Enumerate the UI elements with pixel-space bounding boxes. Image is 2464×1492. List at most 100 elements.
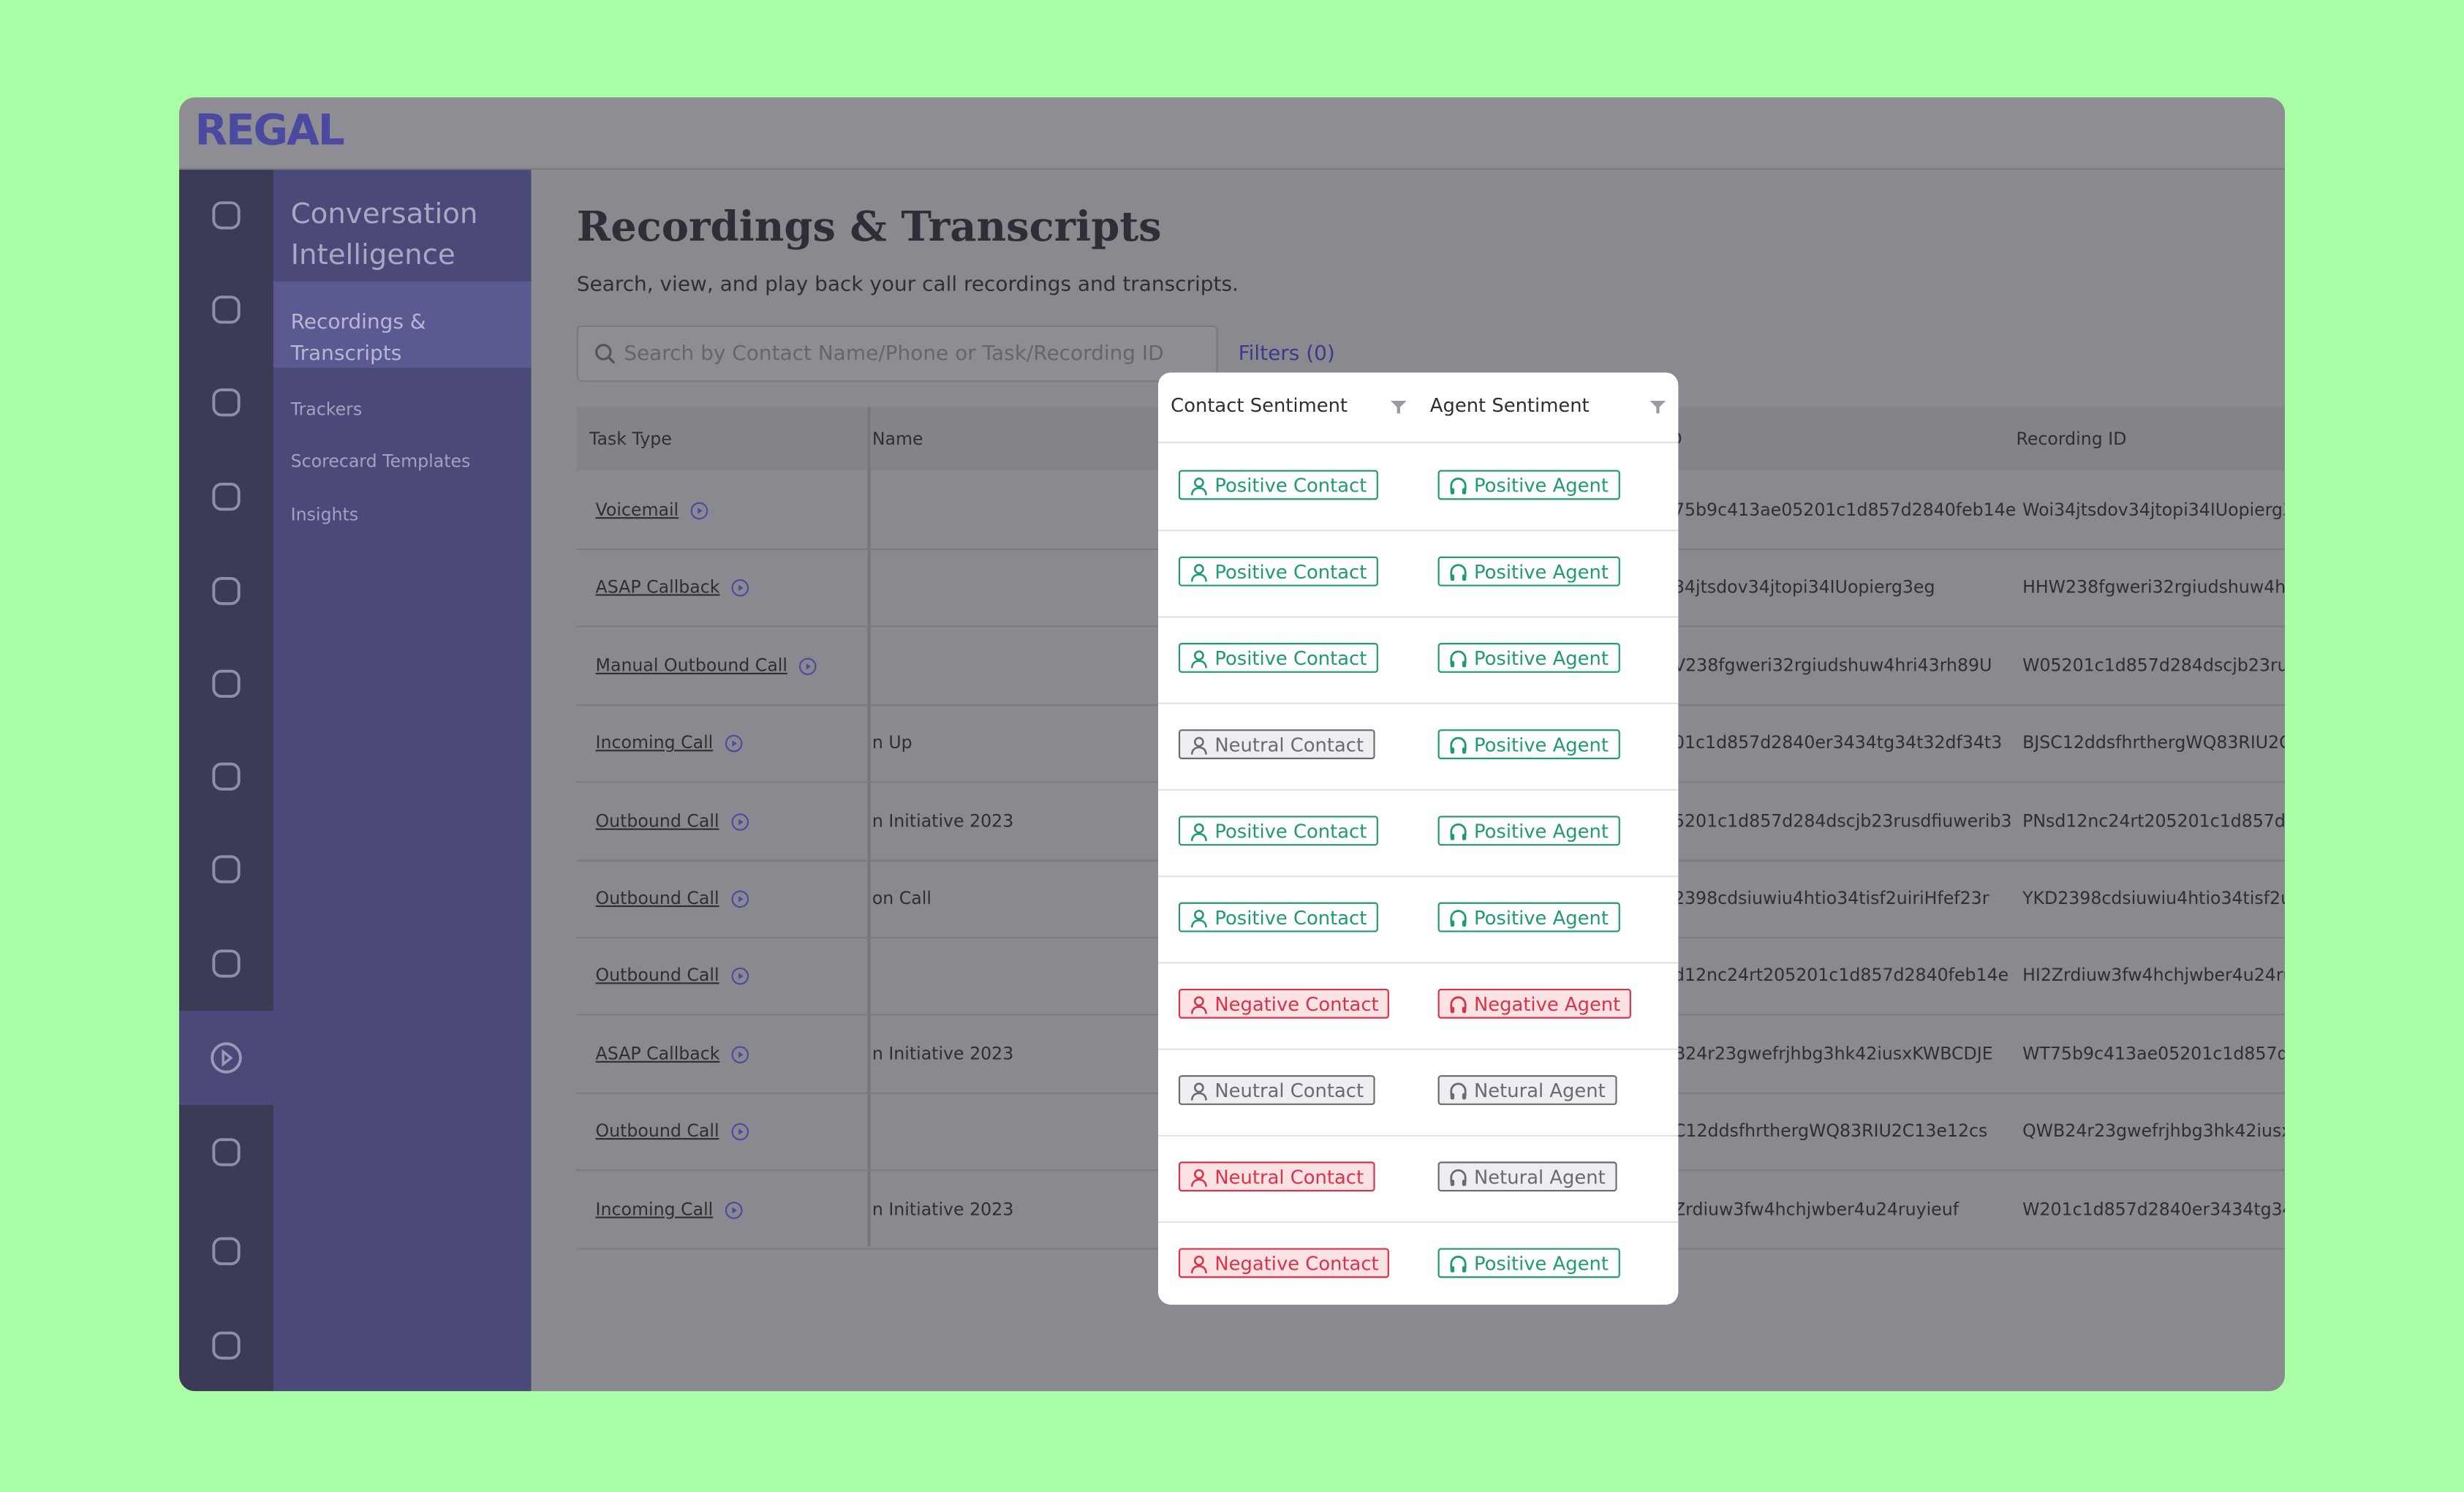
- agent-sentiment-badge: Positive Agent: [1437, 1248, 1620, 1278]
- contact-sentiment-badge: Neutral Contact: [1178, 1161, 1375, 1192]
- rail-icon[interactable]: [209, 946, 243, 981]
- task-link[interactable]: Outbound Call: [596, 1121, 749, 1142]
- task-link[interactable]: Outbound Call: [596, 965, 749, 986]
- task-link[interactable]: Incoming Call: [596, 733, 742, 753]
- rail-icon[interactable]: [209, 573, 243, 608]
- task-link[interactable]: Incoming Call: [596, 1199, 742, 1219]
- popup-row-rule: [1157, 616, 1679, 618]
- search-placeholder: Search by Contact Name/Phone or Task/Rec…: [624, 342, 1164, 366]
- id-cell: B24r23gwefrjhbg3hk42iusxKWBCDJE: [1673, 1043, 1993, 1064]
- contact-sentiment-badge: Positive Contact: [1178, 556, 1378, 587]
- icon-rail: [179, 170, 273, 1392]
- rail-icon[interactable]: [209, 1234, 243, 1268]
- popup-row-rule: [1157, 1134, 1679, 1137]
- nav-item[interactable]: Recordings & Transcripts: [290, 311, 426, 366]
- recording-id-cell: YKD2398cdsiuwiu4htio34tisf2uiri: [2022, 888, 2285, 909]
- agent-sentiment-badge: Netural Agent: [1437, 1075, 1617, 1105]
- popup-row-rule: [1157, 530, 1679, 532]
- agent-icon: [1450, 1169, 1467, 1186]
- page-title: Recordings & Transcripts: [576, 204, 1162, 252]
- recording-id-cell: PNsd12nc24rt205201c1d857d28: [2022, 810, 2285, 832]
- popup-row-rule: [1157, 1221, 1679, 1224]
- sentiment-popup: Contact Sentiment Agent Sentiment Positive…: [1157, 372, 1679, 1305]
- popup-row-rule: [1157, 1048, 1679, 1050]
- rail-icon[interactable]: [209, 198, 243, 233]
- column-divider: [867, 407, 871, 1247]
- agent-sentiment-badge: Negative Agent: [1437, 988, 1632, 1019]
- popup-row-rule: [1157, 875, 1679, 878]
- agent-icon: [1450, 823, 1467, 840]
- play-icon[interactable]: [730, 579, 749, 598]
- play-icon[interactable]: [724, 1200, 743, 1219]
- rail-icon[interactable]: [209, 852, 243, 886]
- id-cell: C12ddsfhrthergWQ83RIU2C13e12cs: [1673, 1120, 1988, 1142]
- play-icon[interactable]: [724, 734, 743, 753]
- logo: REGAL: [194, 107, 345, 156]
- recording-id-cell: BJSC12ddsfhrthergWQ83RIU2C1: [2022, 732, 2285, 753]
- play-icon[interactable]: [689, 502, 708, 521]
- recording-id-cell: W05201c1d857d284dscjb23rusd: [2022, 655, 2285, 676]
- search-icon: [595, 344, 616, 364]
- play-icon[interactable]: [730, 1123, 749, 1142]
- task-link[interactable]: Outbound Call: [596, 888, 749, 908]
- rail-icon[interactable]: [209, 1328, 243, 1363]
- rail-icon[interactable]: [209, 1041, 243, 1075]
- rail-icon[interactable]: [209, 666, 243, 701]
- contact-icon: [1190, 1255, 1207, 1273]
- play-icon[interactable]: [730, 889, 749, 908]
- recording-id-cell: HHW238fgweri32rgiudshuw4hri4: [2022, 577, 2285, 598]
- popup-column-header: Contact Sentiment: [1171, 394, 1348, 417]
- filters-button[interactable]: Filters (0): [1238, 342, 1335, 366]
- task-link[interactable]: ASAP Callback: [596, 1044, 749, 1064]
- contact-sentiment-badge: Negative Contact: [1178, 988, 1390, 1019]
- contact-icon: [1190, 1169, 1207, 1187]
- nav-item[interactable]: Trackers: [290, 399, 363, 420]
- filter-icon[interactable]: [1391, 399, 1407, 415]
- agent-sentiment-badge: Netural Agent: [1437, 1161, 1617, 1192]
- rail-icon[interactable]: [209, 480, 243, 514]
- column-header: Name: [872, 429, 923, 450]
- rail-icon[interactable]: [209, 759, 243, 794]
- agent-sentiment-badge: Positive Agent: [1437, 729, 1620, 760]
- task-link[interactable]: Voicemail: [596, 500, 708, 520]
- contact-sentiment-badge: Negative Contact: [1178, 1248, 1390, 1278]
- nav-item[interactable]: Insights: [290, 504, 359, 525]
- search-box[interactable]: Search by Contact Name/Phone or Task/Rec…: [576, 325, 1218, 383]
- id-cell: 75b9c413ae05201c1d857d2840feb14e: [1673, 500, 2017, 521]
- contact-icon: [1190, 909, 1207, 928]
- rail-icon[interactable]: [209, 385, 243, 420]
- agent-sentiment-badge: Positive Agent: [1437, 470, 1620, 500]
- agent-icon: [1450, 478, 1467, 494]
- task-link[interactable]: ASAP Callback: [596, 578, 749, 598]
- rail-icon[interactable]: [209, 1135, 243, 1169]
- agent-sentiment-badge: Positive Agent: [1437, 815, 1620, 846]
- play-icon[interactable]: [798, 657, 817, 676]
- rail-icon[interactable]: [209, 293, 243, 327]
- recording-id-cell: QWB24r23gwefrjhbg3hk42iusxK: [2022, 1120, 2285, 1142]
- agent-sentiment-badge: Positive Agent: [1437, 902, 1620, 932]
- id-cell: Zrdiuw3fw4hchjwber4u24ruyieuf: [1673, 1198, 1960, 1219]
- task-link[interactable]: Outbound Call: [596, 810, 749, 831]
- play-icon[interactable]: [730, 812, 749, 831]
- contact-sentiment-badge: Positive Contact: [1178, 643, 1378, 673]
- id-cell: 5201c1d857d284dscjb23rusdfiuwerib3: [1673, 810, 2012, 832]
- id-cell: 2398cdsiuwiu4htio34tisf2uiriHfef23r: [1673, 888, 1989, 909]
- agent-icon: [1450, 650, 1467, 668]
- filter-icon[interactable]: [1649, 399, 1666, 415]
- play-icon[interactable]: [730, 1045, 749, 1064]
- popup-row-rule: [1157, 788, 1679, 791]
- task-link[interactable]: Manual Outbound Call: [596, 655, 817, 676]
- play-icon[interactable]: [730, 968, 749, 987]
- id-cell: 01c1d857d2840er3434tg34t32df34t3: [1673, 732, 2003, 753]
- contact-sentiment-badge: Positive Contact: [1178, 815, 1378, 846]
- agent-icon: [1450, 910, 1467, 927]
- contact-sentiment-badge: Positive Contact: [1178, 470, 1378, 500]
- contact-icon: [1190, 1082, 1207, 1101]
- section-title: Conversation Intelligence: [290, 197, 478, 272]
- subtitle: Search, view, and play back your call re…: [576, 273, 1239, 298]
- nav-item[interactable]: Scorecard Templates: [290, 451, 471, 472]
- contact-icon: [1190, 650, 1207, 668]
- rail-selected: [179, 1010, 273, 1105]
- popup-row-rule: [1157, 702, 1679, 704]
